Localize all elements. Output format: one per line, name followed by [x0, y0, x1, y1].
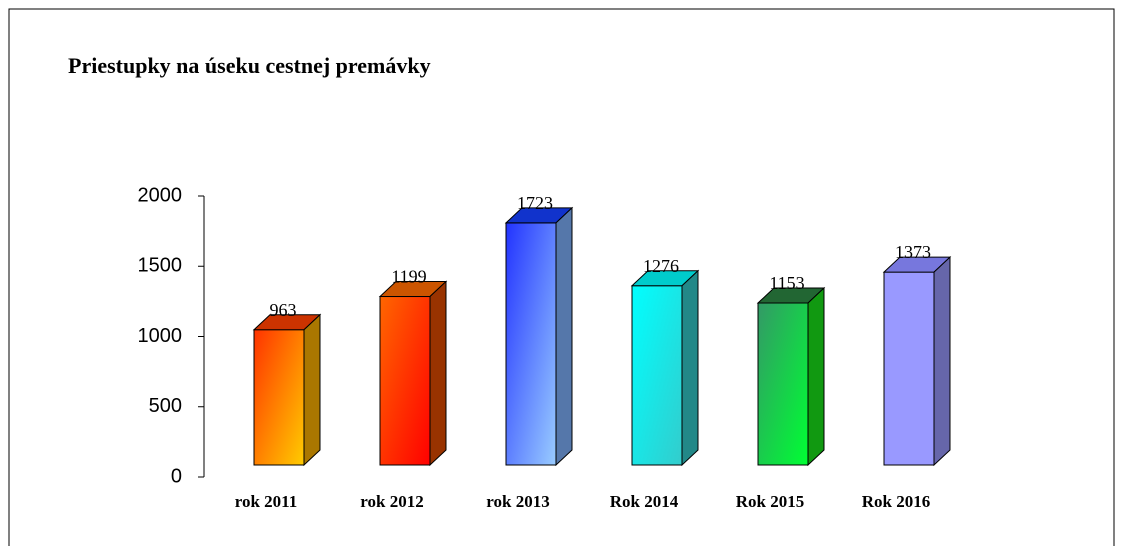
y-tick-label: 1000	[138, 325, 183, 347]
value-label: 1276	[643, 256, 679, 276]
bar-side	[807, 286, 825, 467]
value-label: 1373	[895, 242, 931, 262]
value-label: 1199	[391, 267, 426, 287]
bar	[378, 280, 448, 467]
y-tick-label: 2000	[138, 184, 183, 206]
value-label: 1723	[517, 193, 553, 213]
chart-title: Priestupky na úseku cestnej premávky	[68, 53, 431, 78]
bar-side	[303, 313, 321, 467]
bar-front	[631, 285, 683, 466]
x-tick-label: rok 2013	[486, 492, 549, 511]
bar-side	[429, 280, 447, 467]
bar	[882, 255, 952, 467]
value-label: 963	[270, 300, 297, 320]
value-label: 1153	[769, 273, 804, 293]
y-tick-label: 500	[149, 395, 182, 417]
bar-side	[555, 206, 573, 467]
bar	[504, 206, 574, 467]
y-tick-label: 1500	[138, 255, 183, 277]
bar-side	[933, 255, 951, 467]
bar-front	[253, 329, 305, 466]
bar-front	[505, 222, 557, 466]
bar	[630, 269, 700, 467]
bar-front	[379, 296, 431, 466]
x-tick-label: rok 2011	[235, 492, 298, 511]
bar-front	[883, 271, 935, 466]
x-tick-label: Rok 2016	[862, 492, 930, 511]
x-tick-label: Rok 2015	[736, 492, 804, 511]
y-tick-label: 0	[171, 465, 182, 487]
bar-front	[757, 302, 809, 466]
x-tick-label: Rok 2014	[610, 492, 679, 511]
x-tick-label: rok 2012	[360, 492, 423, 511]
bar	[756, 286, 826, 467]
frame	[8, 8, 1115, 546]
bar	[252, 313, 322, 467]
bar-side	[681, 269, 699, 467]
